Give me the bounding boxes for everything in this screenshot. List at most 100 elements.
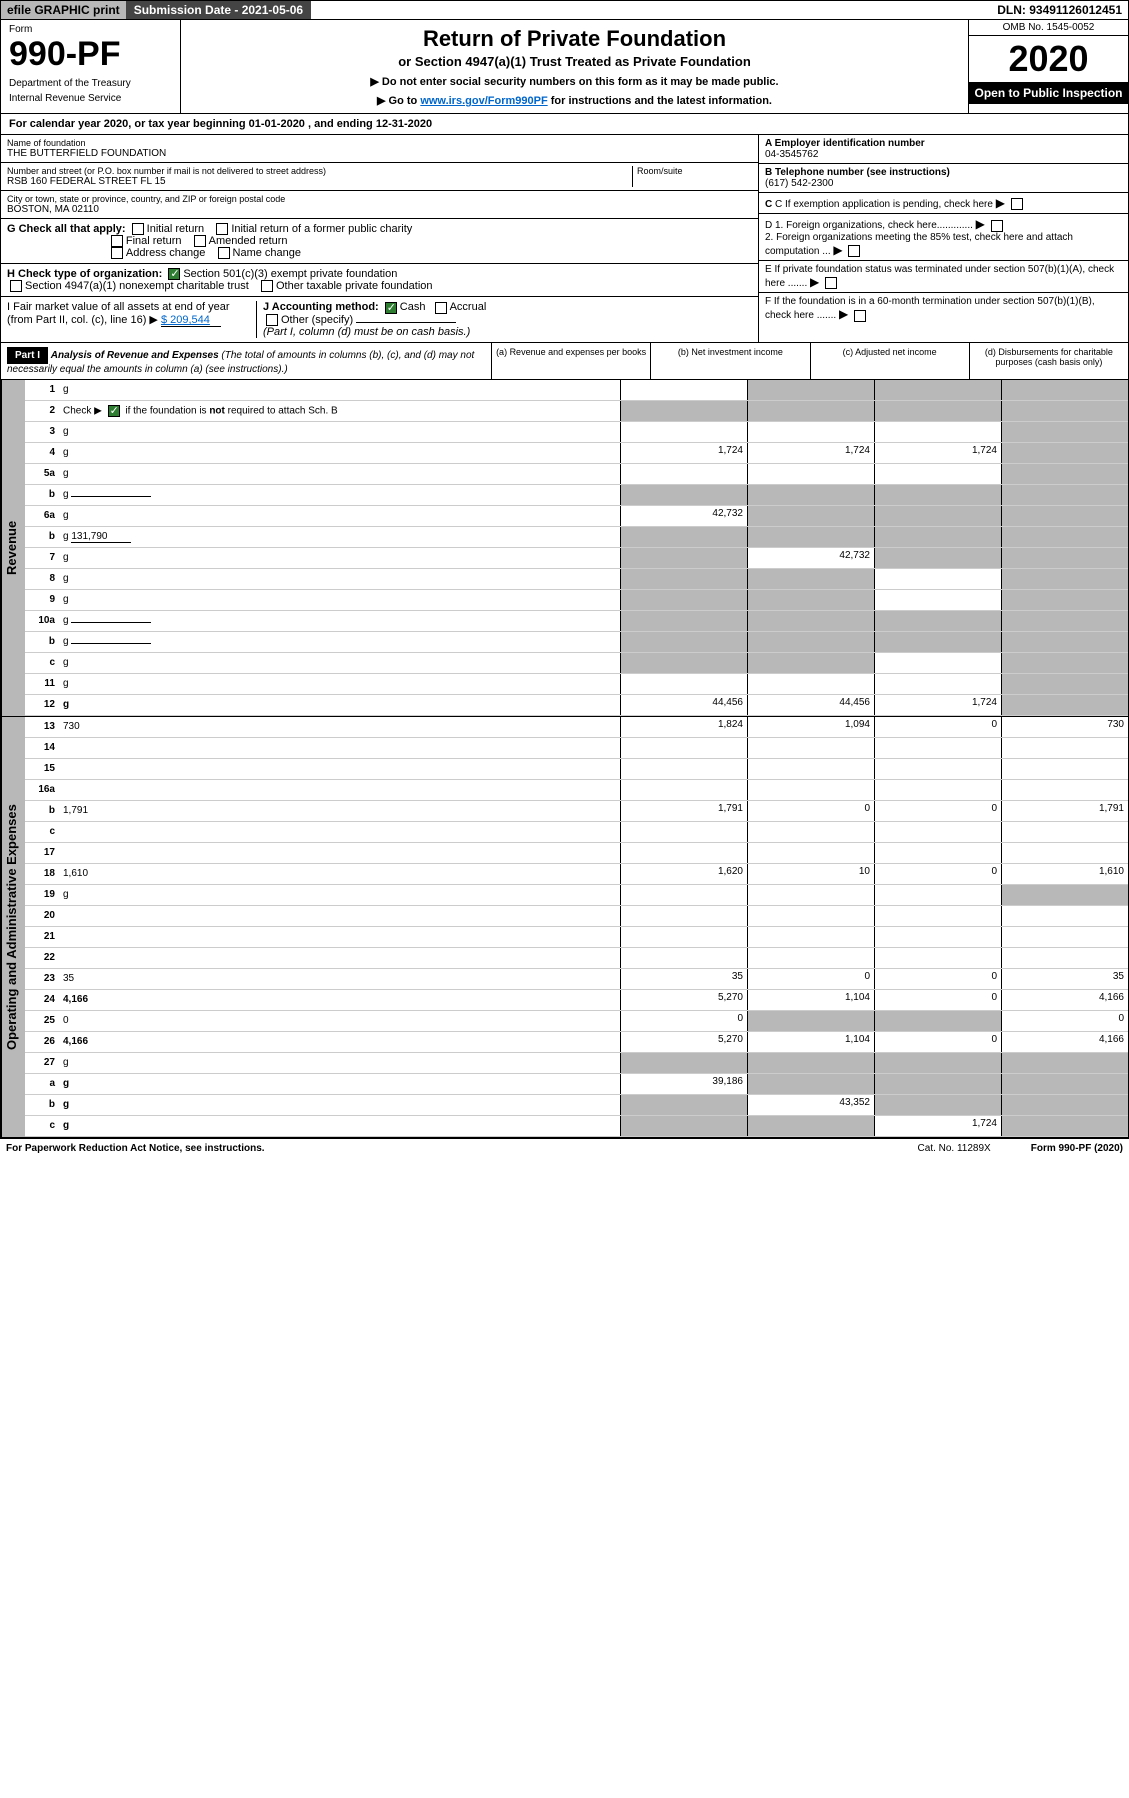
checkbox-4947[interactable] <box>10 280 22 292</box>
line-number: 7 <box>25 550 59 565</box>
checkbox-initial-former[interactable] <box>216 223 228 235</box>
cell-c <box>874 674 1001 694</box>
cell-b <box>747 611 874 631</box>
cell-a <box>620 1095 747 1115</box>
checkbox-name-change[interactable] <box>218 247 230 259</box>
cell-d <box>1001 443 1128 463</box>
cell-c <box>874 1074 1001 1094</box>
open-to-public: Open to Public Inspection <box>969 82 1128 104</box>
cell-a <box>620 632 747 652</box>
checkbox-cash[interactable] <box>385 302 397 314</box>
cell-b <box>747 422 874 442</box>
cell-a <box>620 653 747 673</box>
line-number: 14 <box>25 740 59 755</box>
footer: For Paperwork Reduction Act Notice, see … <box>0 1138 1129 1158</box>
cell-a <box>620 569 747 589</box>
cell-a <box>620 948 747 968</box>
checkbox-address-change[interactable] <box>111 247 123 259</box>
table-row: ag39,186 <box>25 1074 1128 1095</box>
checkbox-c[interactable] <box>1011 198 1023 210</box>
ij-row: I Fair market value of all assets at end… <box>1 297 758 341</box>
table-row: 4g1,7241,7241,724 <box>25 443 1128 464</box>
line-description: g <box>59 487 620 502</box>
d-cell: D 1. Foreign organizations, check here..… <box>759 214 1128 261</box>
cell-a <box>620 527 747 547</box>
cell-c <box>874 506 1001 526</box>
irs-link[interactable]: www.irs.gov/Form990PF <box>420 95 547 107</box>
line-description: 1,791 <box>59 803 620 818</box>
info-left: Name of foundation THE BUTTERFIELD FOUND… <box>1 135 758 342</box>
cell-d <box>1001 485 1128 505</box>
line-number: c <box>25 1118 59 1133</box>
cell-d <box>1001 1053 1128 1073</box>
fmv-value[interactable]: $ 209,544 <box>161 314 221 327</box>
c-cell: C C If exemption application is pending,… <box>759 193 1128 214</box>
checkbox-other-taxable[interactable] <box>261 280 273 292</box>
line-number: 24 <box>25 992 59 1007</box>
line-number: 8 <box>25 571 59 586</box>
dept: Department of the Treasury <box>9 78 172 89</box>
cell-c <box>874 843 1001 863</box>
cell-d <box>1001 822 1128 842</box>
line-number: 22 <box>25 950 59 965</box>
efile-label[interactable]: efile GRAPHIC print <box>1 1 126 19</box>
cell-d <box>1001 674 1128 694</box>
cell-c <box>874 1095 1001 1115</box>
table-row: 7g42,732 <box>25 548 1128 569</box>
ein: 04-3545762 <box>765 149 818 160</box>
part1-title: Analysis of Revenue and Expenses <box>51 350 219 361</box>
table-row: 16a <box>25 780 1128 801</box>
cell-b <box>747 927 874 947</box>
checkbox-d1[interactable] <box>991 220 1003 232</box>
cell-c: 0 <box>874 717 1001 737</box>
cell-b: 10 <box>747 864 874 884</box>
cell-a: 42,732 <box>620 506 747 526</box>
checkbox-final-return[interactable] <box>111 235 123 247</box>
table-row: bg43,352 <box>25 1095 1128 1116</box>
cell-a: 44,456 <box>620 695 747 715</box>
table-row: 19g <box>25 885 1128 906</box>
line-number: 26 <box>25 1034 59 1049</box>
cell-a <box>620 422 747 442</box>
cell-c: 0 <box>874 969 1001 989</box>
phone-cell: B Telephone number (see instructions) (6… <box>759 164 1128 193</box>
form-header: Form 990-PF Department of the Treasury I… <box>0 20 1129 114</box>
cell-c <box>874 527 1001 547</box>
cell-a: 5,270 <box>620 1032 747 1052</box>
line-number: a <box>25 1076 59 1091</box>
checkbox-other-method[interactable] <box>266 314 278 326</box>
table-row: 8g <box>25 569 1128 590</box>
checkbox-f[interactable] <box>854 310 866 322</box>
cell-b <box>747 632 874 652</box>
table-row: 12g44,45644,4561,724 <box>25 695 1128 716</box>
info-right: A Employer identification number 04-3545… <box>758 135 1128 342</box>
line-description: 4,166 <box>59 1034 620 1049</box>
line-description: g <box>59 887 620 902</box>
cell-b <box>747 569 874 589</box>
line-description: g <box>59 1097 620 1112</box>
cell-d <box>1001 569 1128 589</box>
table-row: bg <box>25 632 1128 653</box>
cell-d <box>1001 885 1128 905</box>
cell-b <box>747 401 874 421</box>
checkbox-e[interactable] <box>825 277 837 289</box>
footer-mid: Cat. No. 11289X <box>918 1143 991 1154</box>
line-number: 21 <box>25 929 59 944</box>
cell-a <box>620 759 747 779</box>
cell-a: 0 <box>620 1011 747 1031</box>
cell-b <box>747 464 874 484</box>
cell-a <box>620 401 747 421</box>
checkbox-amended[interactable] <box>194 235 206 247</box>
line-number: c <box>25 655 59 670</box>
line-number: 18 <box>25 866 59 881</box>
cell-c <box>874 590 1001 610</box>
checkbox-initial-return[interactable] <box>132 223 144 235</box>
table-row: 22 <box>25 948 1128 969</box>
line-number: b <box>25 487 59 502</box>
checkbox-accrual[interactable] <box>435 302 447 314</box>
checkbox-d2[interactable] <box>848 245 860 257</box>
cell-a <box>620 674 747 694</box>
checkbox-501c3[interactable] <box>168 268 180 280</box>
cell-c <box>874 569 1001 589</box>
checkbox-schb[interactable] <box>108 405 120 417</box>
